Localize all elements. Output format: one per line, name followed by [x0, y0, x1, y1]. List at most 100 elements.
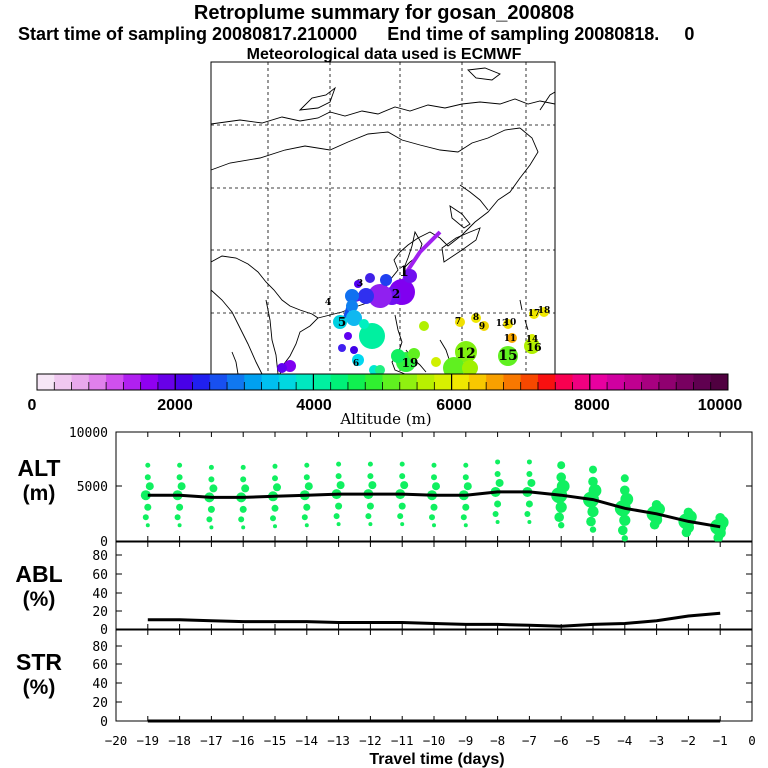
colorbar-title: Altitude (m): [339, 410, 431, 428]
y-tick-label: 10000: [69, 426, 108, 441]
colorbar-cell: [641, 374, 660, 390]
alt-point: [558, 522, 565, 529]
plume-dot: [365, 273, 375, 283]
y-tick-label: 5000: [77, 480, 108, 495]
alt-point: [174, 514, 181, 521]
plume-dot: [284, 360, 296, 372]
x-tick-label: −14: [296, 733, 319, 748]
alt-point: [400, 522, 405, 527]
plume-day-label: 13: [496, 319, 509, 329]
alt-point: [209, 525, 214, 530]
colorbar-cell: [382, 374, 401, 390]
x-tick-label: −10: [423, 733, 446, 748]
alt-point: [397, 513, 404, 520]
x-tick-label: −1: [713, 733, 728, 748]
alt-point: [209, 484, 218, 493]
plume-day-label: 8: [473, 313, 479, 323]
colorbar-tick-label: 6000: [436, 397, 472, 414]
panel-frame: [115, 541, 753, 630]
alt-point: [367, 473, 374, 480]
alt-point: [145, 523, 150, 528]
mean-line-abl: [147, 611, 721, 628]
alt-point: [621, 535, 628, 542]
colorbar-cell: [88, 374, 107, 390]
plume-dot: [524, 338, 540, 354]
alt-point: [366, 502, 374, 510]
alt-point: [207, 505, 215, 513]
alt-point: [140, 490, 151, 501]
alt-point: [304, 523, 309, 528]
colorbar-cell: [658, 374, 677, 390]
panel-ylabel: STR: [16, 649, 62, 675]
alt-point: [177, 462, 183, 468]
alt-point: [400, 481, 409, 490]
alt-point: [365, 513, 372, 520]
alt-point: [142, 514, 149, 521]
alt-point: [241, 484, 250, 493]
plume-day-label: 14: [526, 335, 539, 345]
plume-dot: [529, 309, 539, 319]
alt-point: [526, 459, 532, 465]
y-tick-label: 40: [92, 587, 108, 602]
alt-point: [177, 523, 182, 528]
colorbar-tick-label: 10000: [698, 397, 743, 414]
plume-dot: [346, 310, 362, 326]
plume-day-label: 19: [402, 356, 419, 370]
alt-point: [619, 514, 631, 526]
colorbar-cell: [37, 374, 55, 390]
met-data-label: Meteorological data used is ECMWF: [246, 46, 522, 63]
x-tick-label: −17: [200, 733, 223, 748]
alt-point: [713, 533, 723, 543]
plume-dot: [539, 307, 549, 317]
plume-dot: [498, 346, 518, 366]
alt-point: [240, 476, 247, 483]
x-tick-label: −9: [458, 733, 473, 748]
alt-point: [303, 503, 311, 511]
x-tick-label: 0: [748, 733, 756, 748]
colorbar-cell: [347, 374, 366, 390]
colorbar-cell: [434, 374, 452, 390]
alt-point: [367, 461, 373, 467]
alt-point: [176, 474, 183, 481]
x-tick-label: −7: [522, 733, 537, 748]
y-tick-label: 20: [92, 696, 108, 711]
alt-point: [462, 503, 470, 511]
plume-dot: [507, 333, 517, 343]
alt-point: [336, 522, 341, 527]
colorbar-cell: [296, 374, 314, 390]
colorbar-cell: [676, 374, 694, 390]
plume-day-label: 4: [325, 298, 331, 308]
colorbar-cell: [589, 374, 608, 390]
alt-point: [177, 482, 186, 491]
alt-point: [589, 465, 597, 474]
colorbar-cell: [572, 374, 591, 390]
alt-point: [463, 462, 469, 468]
y-tick-label: 0: [100, 623, 108, 638]
plume-dot: [350, 346, 358, 354]
y-tick-label: 40: [92, 677, 108, 692]
alt-point: [241, 525, 246, 530]
plume-dot: [354, 280, 362, 288]
alt-point: [304, 482, 313, 491]
end-time-label: End time of sampling 20080818.: [387, 24, 660, 44]
y-tick-label: 0: [100, 535, 108, 550]
colorbar-cell: [399, 374, 418, 390]
alt-point: [368, 522, 373, 527]
colorbar-cell: [192, 374, 211, 390]
alt-point: [432, 523, 436, 528]
alt-point: [432, 482, 440, 491]
alt-point: [588, 476, 598, 487]
plume-dot: [346, 300, 358, 312]
alt-point: [144, 503, 152, 511]
panel-ylabel: ABL: [15, 561, 62, 587]
colorbar-cell: [486, 374, 504, 390]
colorbar-cell: [468, 374, 487, 390]
alt-point: [618, 525, 628, 536]
alt-point: [176, 503, 184, 511]
x-tick-label: −20: [105, 733, 128, 748]
x-tick-label: −8: [490, 733, 505, 748]
plume-dot: [528, 334, 536, 342]
alt-point: [271, 504, 279, 512]
alt-point: [620, 474, 629, 483]
x-tick-label: −2: [681, 733, 696, 748]
